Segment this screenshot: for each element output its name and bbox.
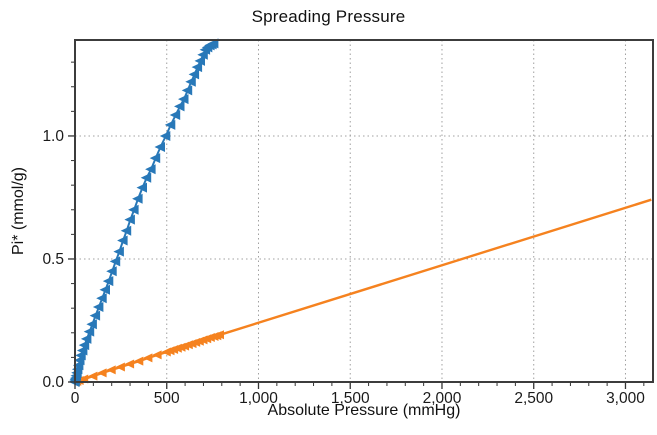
x-tick-label: 0 <box>71 390 80 407</box>
x-tick-label: 500 <box>154 390 180 407</box>
x-tick-label: 3,000 <box>606 390 645 407</box>
plot-border <box>74 39 654 383</box>
y-tick-label: 0.0 <box>42 374 64 391</box>
tick-labels: 0 500 1,000 1,500 2,000 2,500 3,000 0.0 0.5 1.0 <box>42 128 645 407</box>
x-axis-label: Absolute Pressure (mmHg) <box>267 402 461 419</box>
sample-isotherm-blue-markers <box>69 38 219 388</box>
gridlines <box>75 40 653 382</box>
chart-title: Spreading Pressure <box>251 7 406 26</box>
y-axis-label: Pi* (mmol/g) <box>10 166 27 256</box>
y-tick-label: 0.5 <box>42 251 64 268</box>
x-tick-label: 1,500 <box>331 390 370 407</box>
series <box>69 38 652 388</box>
x-tick-label: 2,000 <box>423 390 462 407</box>
sample-isotherm-blue-line <box>74 42 215 383</box>
x-tick-label: 2,500 <box>514 390 553 407</box>
reference-isotherm-orange-markers <box>69 330 224 387</box>
axis-ticks <box>68 61 645 389</box>
x-tick-label: 1,000 <box>239 390 278 407</box>
y-tick-label: 1.0 <box>42 128 64 145</box>
